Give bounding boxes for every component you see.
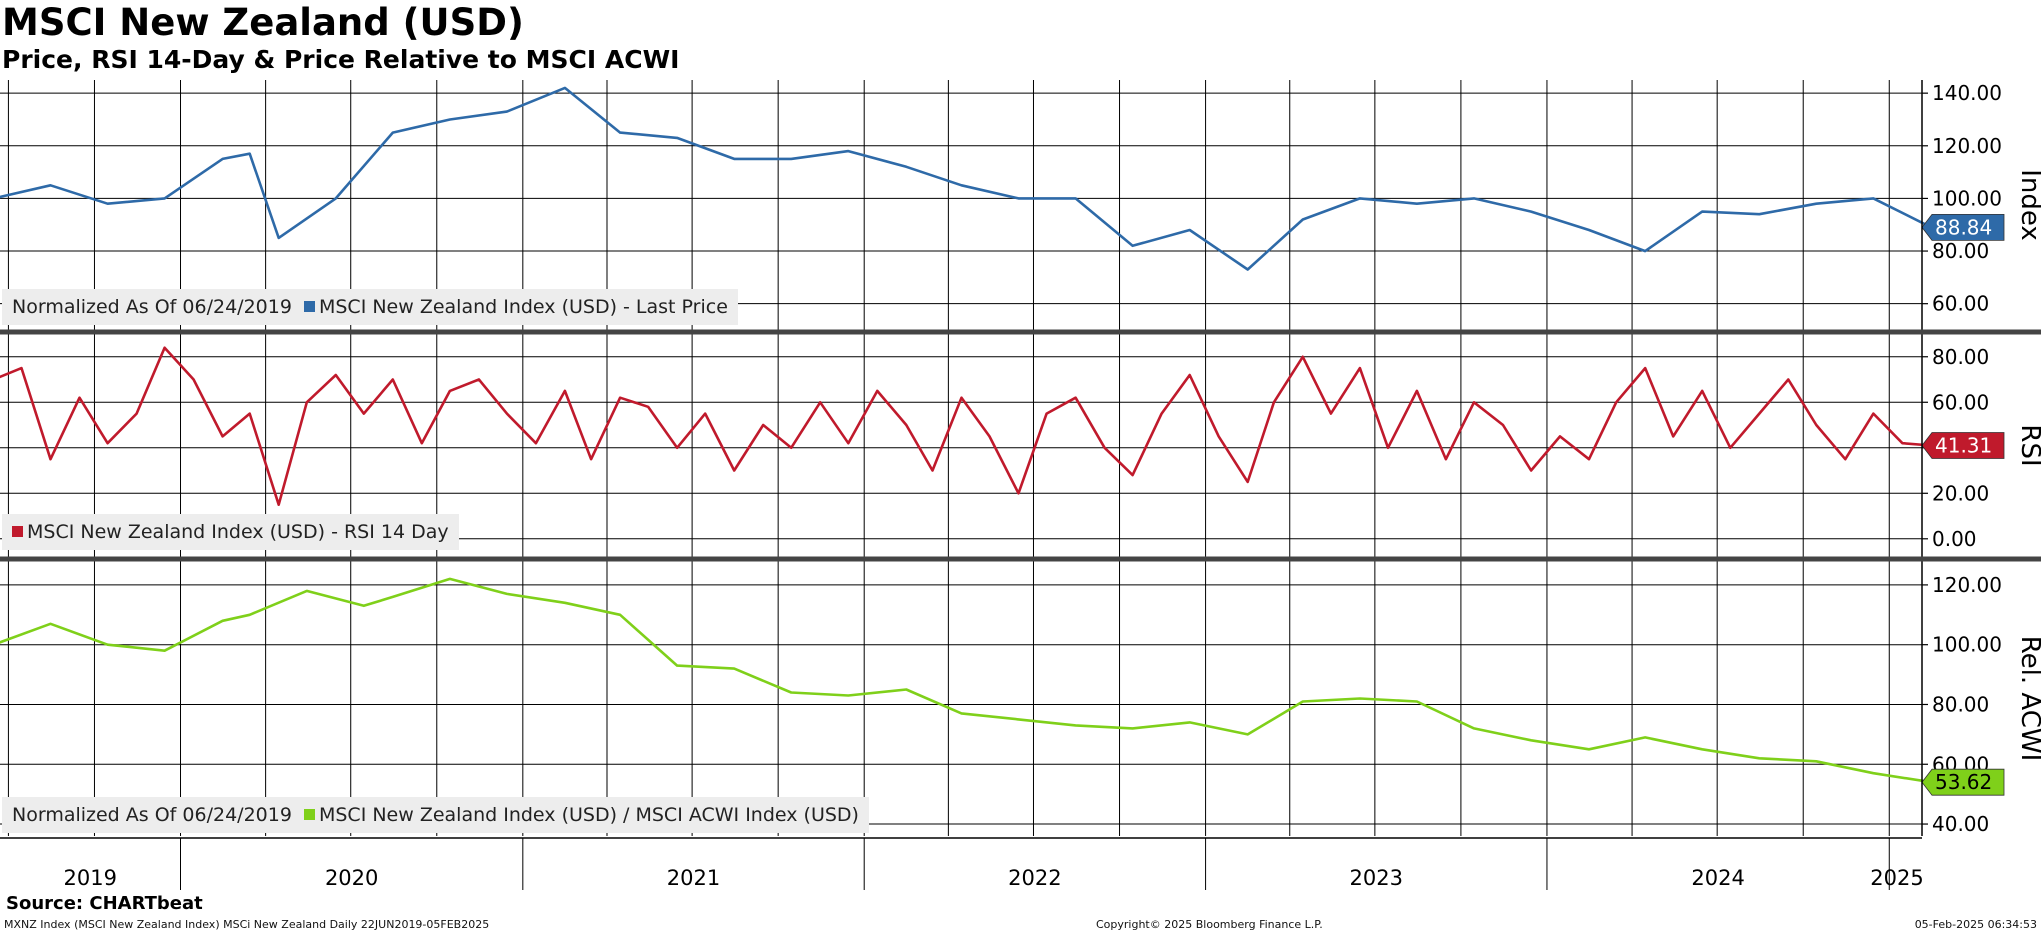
rel-last-value-label: 53.62 bbox=[1935, 770, 1992, 794]
price-series-line bbox=[0, 86, 1932, 271]
rsi-series-line bbox=[0, 346, 1932, 506]
x-tick-label: 2024 bbox=[1691, 866, 1744, 890]
rsi-legend: MSCI New Zealand Index (USD) - RSI 14 Da… bbox=[2, 514, 459, 550]
price-legend-prefix: Normalized As Of 06/24/2019 bbox=[12, 296, 292, 318]
footer-right: 05-Feb-2025 06:34:53 bbox=[1914, 918, 2037, 931]
rel-legend-series: MSCI New Zealand Index (USD) / MSCI ACWI… bbox=[318, 804, 859, 826]
x-tick-label: 2023 bbox=[1350, 866, 1403, 890]
footer-left: MXNZ Index (MSCI New Zealand Index) MSCi… bbox=[4, 918, 490, 931]
y-tick-label: 60.00 bbox=[1932, 292, 1989, 316]
source-note: Source: CHARTbeat bbox=[6, 893, 203, 914]
y-tick-label: 0.00 bbox=[1932, 527, 1977, 551]
rsi-legend-swatch bbox=[12, 526, 23, 537]
rsi-last-value-label: 41.31 bbox=[1935, 434, 1992, 458]
rel-axis-label: Rel. ACWI bbox=[2015, 636, 2041, 762]
x-tick-label: 2025 bbox=[1870, 866, 1923, 890]
rel-last-value-tag bbox=[1921, 768, 2005, 796]
axes: 60.00 80.00 100.00 120.00 140.00 88.84 Index 0.… bbox=[0, 80, 2041, 890]
y-tick-label: 20.00 bbox=[1932, 481, 1989, 505]
rel-legend: Normalized As Of 06/24/2019 MSCI New Zea… bbox=[2, 797, 869, 833]
x-tick-label: 2022 bbox=[1008, 866, 1061, 890]
chart-subtitle: Price, RSI 14-Day & Price Relative to MS… bbox=[2, 45, 680, 74]
rsi-legend-series: MSCI New Zealand Index (USD) - RSI 14 Da… bbox=[27, 521, 449, 543]
price-last-value-tag bbox=[1921, 213, 2005, 241]
y-tick-label: 60.00 bbox=[1932, 390, 1989, 414]
grid-lines bbox=[0, 80, 1922, 836]
rsi-last-value-tag bbox=[1921, 432, 2005, 459]
price-axis-label: Index bbox=[2015, 169, 2041, 241]
y-tick-label: 100.00 bbox=[1932, 186, 2002, 210]
rel-legend-prefix: Normalized As Of 06/24/2019 bbox=[12, 804, 292, 826]
price-legend-swatch bbox=[303, 301, 315, 312]
y-tick-label: 100.00 bbox=[1932, 633, 2002, 657]
y-tick-label: 80.00 bbox=[1932, 345, 1989, 369]
x-tick-label: 2020 bbox=[325, 866, 378, 890]
price-last-value-label: 88.84 bbox=[1935, 215, 1992, 239]
price-legend: Normalized As Of 06/24/2019 MSCI New Zea… bbox=[2, 289, 738, 325]
y-tick-label: 140.00 bbox=[1932, 81, 2002, 105]
x-tick-label: 2021 bbox=[667, 866, 720, 890]
y-tick-label: 120.00 bbox=[1932, 573, 2002, 597]
rsi-axis-label: RSI bbox=[2015, 424, 2041, 466]
series-lines bbox=[0, 86, 1932, 784]
y-tick-label: 80.00 bbox=[1932, 239, 1989, 263]
y-tick-label: 40.00 bbox=[1932, 812, 1989, 836]
rel-legend-swatch bbox=[303, 809, 315, 820]
chart-title: MSCI New Zealand (USD) bbox=[2, 1, 524, 44]
price-legend-series: MSCI New Zealand Index (USD) - Last Pric… bbox=[318, 296, 728, 318]
y-tick-label: 80.00 bbox=[1932, 692, 1989, 716]
footer-center: Copyright© 2025 Bloomberg Finance L.P. bbox=[1096, 918, 1323, 931]
rel-series-line bbox=[0, 577, 1932, 784]
y-tick-label: 120.00 bbox=[1932, 134, 2002, 158]
x-tick-label: 2019 bbox=[64, 866, 117, 890]
